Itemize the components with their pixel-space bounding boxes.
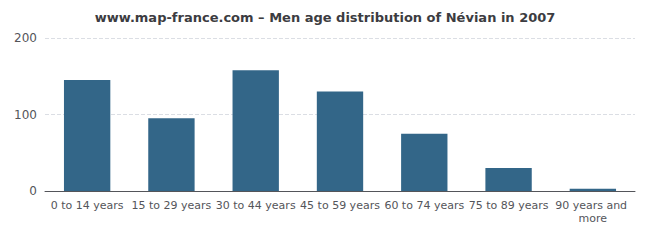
svg-text:www.map-france.com – Men age d: www.map-france.com – Men age distributio… (95, 10, 556, 25)
svg-text:200: 200 (14, 31, 37, 45)
svg-text:0: 0 (29, 184, 37, 198)
svg-text:30 to 44 years: 30 to 44 years (216, 199, 296, 212)
svg-text:45 to 59 years: 45 to 59 years (300, 199, 380, 212)
svg-text:0 to 14 years: 0 to 14 years (51, 199, 124, 212)
svg-text:more: more (579, 212, 608, 225)
svg-text:75 to 89 years: 75 to 89 years (469, 199, 549, 212)
svg-text:60 to 74 years: 60 to 74 years (384, 199, 464, 212)
svg-text:15 to 29 years: 15 to 29 years (132, 199, 212, 212)
svg-text:90 years and: 90 years and (555, 199, 630, 212)
svg-text:100: 100 (14, 108, 37, 122)
